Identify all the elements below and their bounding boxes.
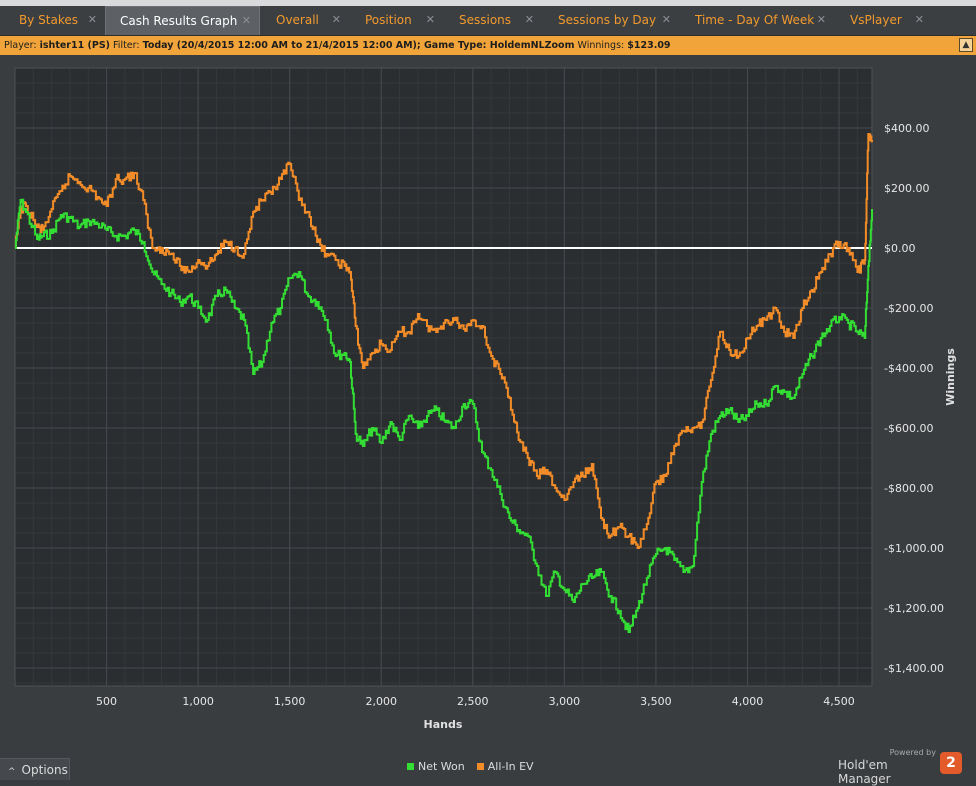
close-icon[interactable]: ✕ <box>331 13 341 26</box>
x-tick-label: 3,000 <box>549 695 581 708</box>
close-icon[interactable]: ✕ <box>87 13 97 26</box>
legend-item-net-won[interactable]: Net Won <box>407 760 465 774</box>
legend-item-all-in-ev[interactable]: All-In EV <box>476 760 534 774</box>
winnings-value: $123.09 <box>627 40 671 51</box>
x-tick-label: 4,000 <box>732 695 764 708</box>
close-icon[interactable]: ✕ <box>661 13 671 26</box>
y-axis-label: Winnings <box>944 348 957 406</box>
tab-position[interactable]: Position ✕ <box>349 6 443 35</box>
x-axis-label: Hands <box>424 718 463 731</box>
tab-time-day-of-week[interactable]: Time - Day Of Week ✕ <box>679 6 834 35</box>
series-line-all-in-ev <box>14 133 873 549</box>
legend-swatch <box>476 762 484 770</box>
tab-label: Cash Results Graph <box>120 14 238 28</box>
y-tick-label: $200.00 <box>884 182 930 195</box>
report-tab-bar: By Stakes ✕ Cash Results Graph ✕ Overall… <box>0 6 976 36</box>
chart-grid <box>14 67 873 687</box>
x-tick-label: 2,000 <box>365 695 397 708</box>
up-caret-icon: ^ <box>8 767 16 777</box>
y-tick-label: -$1,000.00 <box>884 542 944 555</box>
options-label: Options <box>21 763 68 777</box>
y-tick-label: -$1,200.00 <box>884 602 944 615</box>
results-chart: $400.00 $200.00 $0.00 -$200.00 -$400.00 -$600… <box>14 67 957 731</box>
y-tick-label: -$800.00 <box>884 482 933 495</box>
y-tick-label: -$200.00 <box>884 302 933 315</box>
window-top-strip <box>0 0 976 6</box>
powered-by-text: Powered by <box>889 748 936 757</box>
tab-label: Position <box>365 13 412 27</box>
legend-swatch <box>407 762 414 770</box>
brand-name: Hold'em Manager <box>838 758 891 786</box>
y-tick-label: -$600.00 <box>884 422 933 435</box>
tab-vsplayer[interactable]: VsPlayer ✕ <box>834 6 932 35</box>
y-tick-label: -$400.00 <box>884 362 933 375</box>
filter-label: Filter: <box>113 40 140 51</box>
close-icon[interactable]: ✕ <box>816 13 826 26</box>
tab-sessions[interactable]: Sessions ✕ <box>443 6 542 35</box>
tab-overall[interactable]: Overall ✕ <box>260 6 349 35</box>
series-lines <box>14 133 873 633</box>
y-tick-label: $400.00 <box>884 122 930 135</box>
winnings-label: Winnings: <box>577 40 625 51</box>
filter-value: Today (20/4/2015 12:00 AM to 21/4/2015 1… <box>142 40 575 51</box>
chart-legend: Net Won All-In EV <box>407 760 534 774</box>
tab-label: Overall <box>276 13 319 27</box>
x-tick-label: 1,500 <box>274 695 306 708</box>
tab-by-stakes[interactable]: By Stakes ✕ <box>0 6 105 35</box>
close-icon[interactable]: ✕ <box>914 13 924 26</box>
tab-label: Time - Day Of Week <box>695 13 815 27</box>
player-value: ishter11 (PS) <box>39 40 110 51</box>
tab-label: Sessions by Day <box>558 13 657 27</box>
up-chevron-icon[interactable]: ▲ <box>959 38 973 52</box>
x-tick-label: 1,000 <box>182 695 214 708</box>
player-label: Player: <box>4 40 37 51</box>
tab-label: By Stakes <box>19 13 78 27</box>
x-tick-label: 4,500 <box>823 695 855 708</box>
options-button[interactable]: ^ Options <box>0 758 70 780</box>
y-tick-label: -$1,400.00 <box>884 662 944 675</box>
x-tick-label: 2,500 <box>457 695 489 708</box>
legend-label: Net Won <box>418 760 465 773</box>
tab-label: VsPlayer <box>850 13 902 27</box>
tab-sessions-by-day[interactable]: Sessions by Day ✕ <box>542 6 679 35</box>
close-icon[interactable]: ✕ <box>524 13 534 26</box>
y-tick-labels: $400.00 $200.00 $0.00 -$200.00 -$400.00 -$600… <box>884 122 944 675</box>
filter-bar: Player: ishter11 (PS) Filter: Today (20/… <box>0 36 976 55</box>
x-tick-labels: 500 1,000 1,500 2,000 2,500 3,000 3,500 4,000 4,… <box>96 695 855 708</box>
legend-label: All-In EV <box>487 760 534 773</box>
tab-cash-results-graph[interactable]: Cash Results Graph ✕ <box>105 6 260 35</box>
brand-logo: Powered by Hold'em Manager 2 <box>838 748 962 786</box>
close-icon[interactable]: ✕ <box>425 13 435 26</box>
series-line-net-won <box>14 198 873 633</box>
chart-panel: $400.00 $200.00 $0.00 -$200.00 -$400.00 -$600… <box>0 55 976 780</box>
hm2-logo-icon: 2 <box>940 752 962 774</box>
x-tick-label: 500 <box>96 695 117 708</box>
x-tick-label: 3,500 <box>640 695 672 708</box>
tab-label: Sessions <box>459 13 512 27</box>
y-tick-label: $0.00 <box>884 242 916 255</box>
close-icon[interactable]: ✕ <box>241 14 251 27</box>
plot-border <box>14 67 873 687</box>
